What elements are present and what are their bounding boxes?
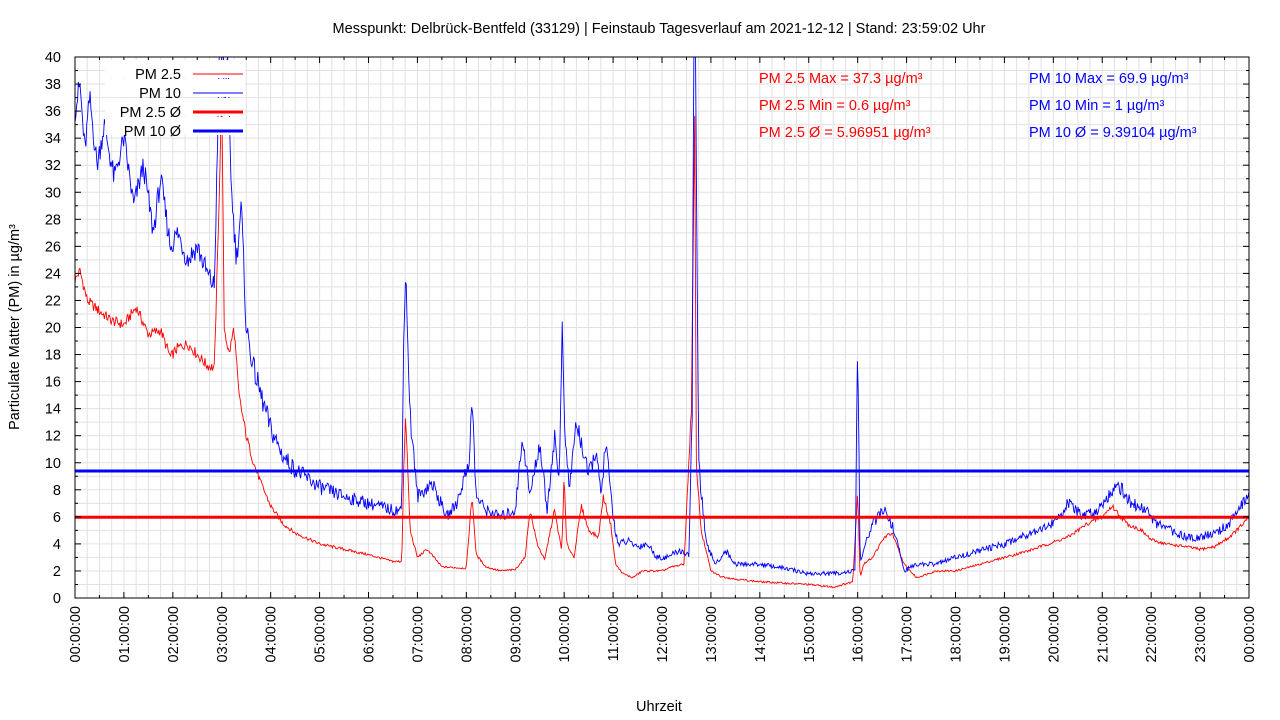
pm25-stats: PM 2.5 Max = 37.3 µg/m³ PM 2.5 Min = 0.6… [759,71,931,141]
x-tick-label: 06:00:00 [362,606,378,662]
y-tick-label: 2 [53,564,61,580]
x-tick-label: 00:00:00 [68,606,84,662]
x-tick-label: 19:00:00 [997,606,1013,662]
x-tick-label: 16:00:00 [851,606,867,662]
x-tick-label: 22:00:00 [1144,606,1160,662]
average-lines [75,469,1249,519]
pm10-avg-annotation: PM 10 Ø = 9.39104 µg/m³ [1029,125,1197,141]
y-tick-label: 26 [45,239,61,255]
x-tick-label: 20:00:00 [1046,606,1062,662]
chart-title: Messpunkt: Delbrück-Bentfeld (33129) | F… [333,21,986,37]
y-tick-label: 28 [45,212,61,228]
series-layer [74,56,1250,589]
x-tick-label: 09:00:00 [508,606,524,662]
x-tick-label: 04:00:00 [264,606,280,662]
x-tick-label: 03:00:00 [215,606,231,662]
pm10-min-annotation: PM 10 Min = 1 µg/m³ [1029,98,1164,114]
x-tick-label: 18:00:00 [949,606,965,662]
y-tick-label: 22 [45,293,61,309]
y-tick-label: 4 [53,537,61,553]
y-tick-label: 10 [45,456,61,472]
x-tick-label: 21:00:00 [1095,606,1111,662]
y-tick-label: 6 [53,510,61,526]
pm10-max-annotation: PM 10 Max = 69.9 µg/m³ [1029,71,1189,87]
y-tick-label: 34 [45,131,61,147]
x-tick-label: 05:00:00 [313,606,329,662]
y-tick-label: 0 [53,591,61,607]
x-tick-label: 08:00:00 [459,606,475,662]
x-axis-label: Uhrzeit [636,699,682,715]
x-tick-label: 11:00:00 [606,606,622,661]
x-tick-label: 01:00:00 [117,606,133,662]
y-tick-label: 24 [45,266,61,282]
x-tick-label: 00:00:00 [1242,606,1258,662]
x-tick-label: 15:00:00 [802,606,818,662]
series-line-pm25 [74,97,1250,589]
y-axis-label: Particulate Matter (PM) in µg/m³ [7,224,23,430]
y-tick-label: 20 [45,321,61,337]
x-tick-label: 23:00:00 [1193,606,1209,662]
y-tick-label: 32 [45,158,61,174]
pm25-max-annotation: PM 2.5 Max = 37.3 µg/m³ [759,71,923,87]
y-tick-label: 38 [45,77,61,93]
y-tick-label: 14 [45,402,61,418]
y-tick-label: 16 [45,375,61,391]
y-tick-label: 18 [45,348,61,364]
axes: 024681012141618202224262830323436384000:… [45,50,1258,662]
x-tick-label: 10:00:00 [557,606,573,662]
x-tick-label: 17:00:00 [900,606,916,662]
x-tick-label: 02:00:00 [166,606,182,662]
pm25-avg-annotation: PM 2.5 Ø = 5.96951 µg/m³ [759,125,931,141]
pm25-min-annotation: PM 2.5 Min = 0.6 µg/m³ [759,98,911,114]
series-line-pm10 [74,56,1250,577]
x-tick-label: 12:00:00 [655,606,671,662]
y-tick-label: 12 [45,429,61,445]
y-tick-label: 30 [45,185,61,201]
legend-entry-label: PM 10 Ø [124,124,181,140]
x-tick-label: 13:00:00 [704,606,720,662]
pm10-stats: PM 10 Max = 69.9 µg/m³ PM 10 Min = 1 µg/… [1029,71,1197,141]
y-tick-label: 40 [45,50,61,66]
x-tick-label: 14:00:00 [753,606,769,662]
x-tick-label: 07:00:00 [410,606,426,662]
y-tick-label: 8 [53,483,61,499]
y-tick-label: 36 [45,104,61,120]
